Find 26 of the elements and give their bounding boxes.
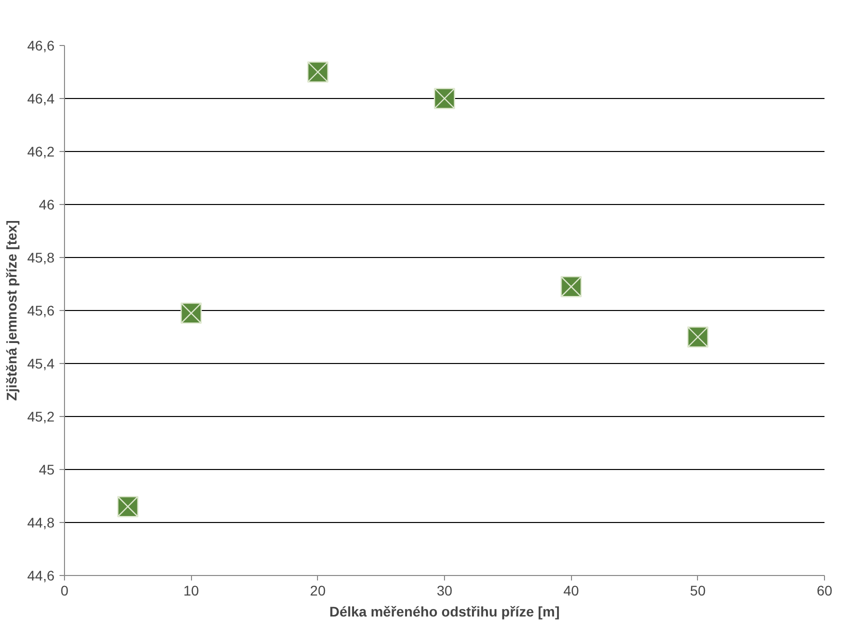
y-tick-label: 45,2 bbox=[27, 408, 55, 424]
point bbox=[117, 496, 138, 518]
x-tick-label: 40 bbox=[563, 582, 580, 598]
point bbox=[434, 88, 456, 110]
y-tick-label: 46,6 bbox=[27, 38, 55, 54]
y-tick-label: 45,4 bbox=[27, 356, 55, 372]
x-tick-label: 30 bbox=[436, 582, 452, 598]
x-axis-title: Délka měřeného odstřihu příze [m] bbox=[329, 604, 560, 620]
y-tick-label: 46,2 bbox=[27, 144, 55, 160]
x-tick-label: 50 bbox=[690, 582, 706, 598]
x-tick-label: 60 bbox=[816, 582, 832, 598]
y-tick-label: 46,4 bbox=[27, 90, 55, 106]
point bbox=[307, 61, 328, 83]
y-tick-label: 44,8 bbox=[27, 514, 55, 530]
x-tick-label: 20 bbox=[310, 582, 326, 598]
y-tick-label: 46 bbox=[38, 196, 55, 212]
y-tick-label: 45 bbox=[38, 462, 55, 478]
x-tick-label: 0 bbox=[60, 582, 69, 598]
y-axis-title: Zjištěná jemnost příze [tex] bbox=[3, 220, 20, 401]
y-tick-label: 44,6 bbox=[27, 568, 55, 584]
point bbox=[560, 276, 582, 298]
y-tick-label: 45,8 bbox=[27, 250, 55, 266]
point bbox=[180, 302, 202, 324]
x-tick-label: 10 bbox=[183, 582, 200, 598]
y-tick-label: 45,6 bbox=[27, 302, 55, 318]
point bbox=[687, 326, 708, 348]
